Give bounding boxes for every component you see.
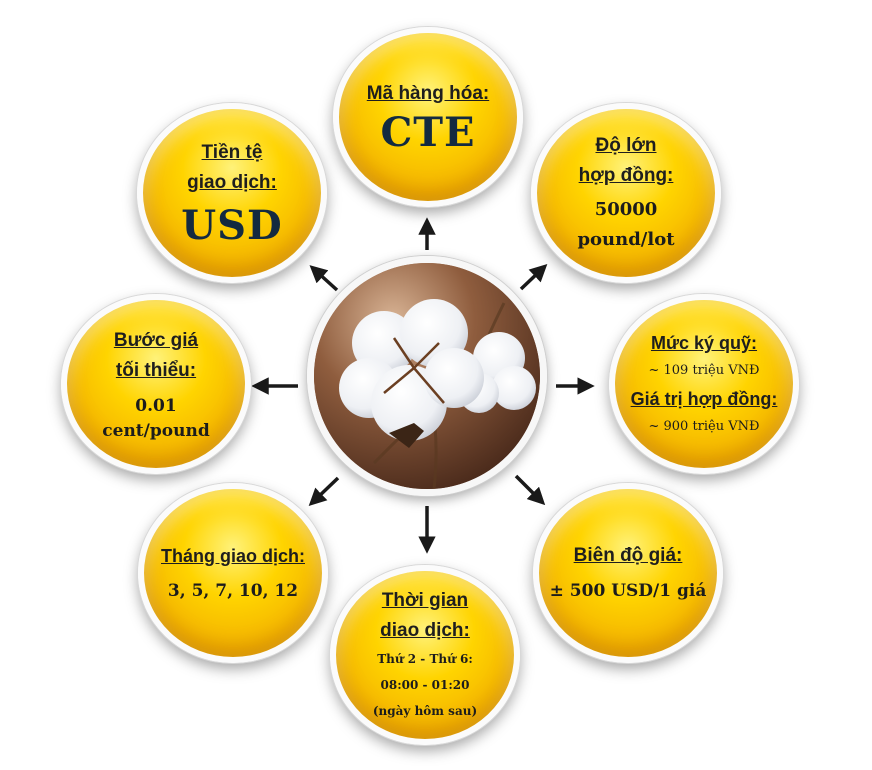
node-tick-size: Bước giá tối thiểu: 0.01 cent/pound (61, 294, 251, 474)
tick-size-label-1: Bước giá (113, 330, 199, 351)
contract-size-value-2: pound/lot (577, 229, 675, 250)
trading-hours-days: Thứ 2 - Thứ 6: (377, 652, 473, 666)
arrow-up-right (519, 263, 548, 291)
trading-hours-time: 08:00 - 01:20 (380, 678, 470, 692)
price-limit-value: ± 500 USD/1 giá (549, 581, 707, 601)
trading-months-label: Tháng giao dịch: (161, 546, 305, 566)
trading-hours-label-2: diao dịch: (380, 620, 470, 641)
arrow-up-left (309, 265, 339, 292)
cotton-photo (307, 256, 547, 496)
trading-months-value: 3, 5, 7, 10, 12 (167, 581, 299, 601)
contract-value-value: ~ 900 triệu VNĐ (648, 419, 760, 434)
node-price-limit: Biên độ giá: ± 500 USD/1 giá (533, 483, 723, 663)
margin-label: Mức ký quỹ: (650, 333, 758, 353)
margin-value: ~ 109 triệu VNĐ (648, 363, 760, 378)
node-trading-months: Tháng giao dịch: 3, 5, 7, 10, 12 (138, 483, 328, 663)
tick-size-value-2: cent/pound (102, 421, 210, 441)
contract-size-label-1: Độ lớn (595, 135, 657, 156)
commodity-code-label: Mã hàng hóa: (366, 82, 490, 104)
contract-value-label: Giá trị hợp đồng: (630, 389, 778, 409)
contract-size-label-2: hợp đồng: (578, 165, 674, 186)
trading-hours-label-1: Thời gian (381, 590, 469, 611)
cotton-boll-illustration (314, 263, 540, 489)
node-trading-hours: Thời gian diao dịch: Thứ 2 - Thứ 6: 08:0… (330, 565, 520, 745)
tick-size-label-2: tối thiểu: (115, 360, 197, 381)
currency-label-2: giao dịch: (187, 171, 277, 193)
currency-value: USD (181, 201, 283, 249)
arrow-down-left (308, 476, 340, 507)
node-currency: Tiền tệ giao dịch: USD (137, 103, 327, 283)
tick-size-value-1: 0.01 (135, 396, 177, 416)
commodity-code-value: CTE (380, 108, 476, 156)
currency-label-1: Tiền tệ (201, 141, 263, 163)
contract-size-value-1: 50000 (594, 199, 658, 220)
trading-hours-note: (ngày hôm sau) (372, 704, 478, 718)
node-contract-size: Độ lớn hợp đồng: 50000 pound/lot (531, 103, 721, 283)
node-margin: Mức ký quỹ: ~ 109 triệu VNĐ Giá trị hợp … (609, 294, 799, 474)
node-commodity-code: Mã hàng hóa: CTE (333, 27, 523, 207)
arrow-down-right (514, 474, 546, 506)
price-limit-label: Biên độ giá: (573, 545, 683, 566)
